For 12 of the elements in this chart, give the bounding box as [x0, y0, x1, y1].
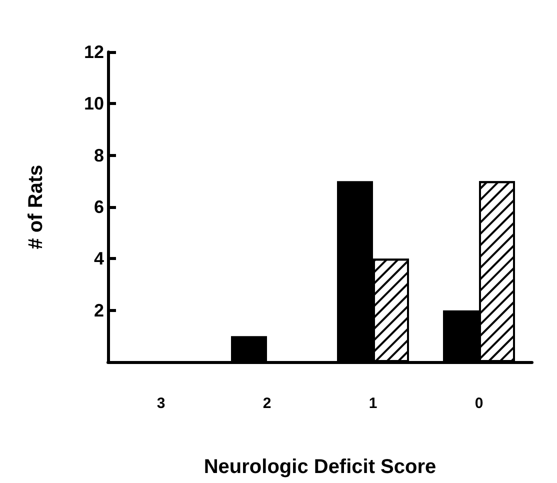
- x-tick-label: 0: [474, 395, 484, 412]
- x-axis-title: Neurologic Deficit Score: [204, 456, 436, 478]
- y-tick-label: 8: [94, 145, 104, 166]
- y-tick-label: 6: [94, 197, 104, 217]
- x-tick-label: 2: [262, 395, 272, 412]
- x-tick-label: 1: [368, 395, 378, 412]
- y-tick-label: 4: [94, 248, 104, 269]
- y-tick-label: 12: [84, 42, 104, 62]
- y-tick-label: 2: [94, 300, 104, 320]
- y-axis-title: # of Rats: [25, 164, 47, 250]
- x-tick-label: 3: [156, 395, 166, 412]
- y-tick-label: 10: [84, 94, 104, 114]
